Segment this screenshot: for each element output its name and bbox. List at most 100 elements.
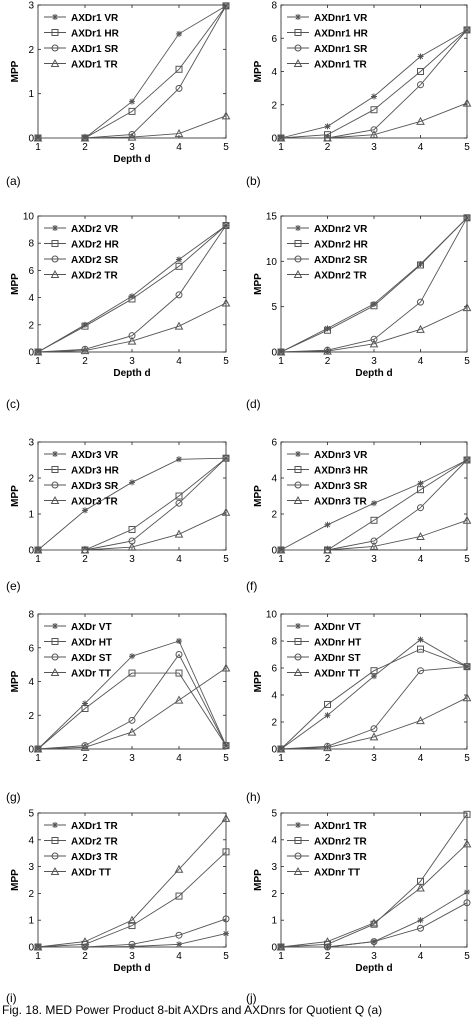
figure-caption: Fig. 18. MED Power Product 8-bit AXDrs a… <box>2 1003 383 1017</box>
x-tick-label: 5 <box>223 142 229 153</box>
panel-label: (i) <box>6 991 17 1005</box>
series-line <box>280 843 468 948</box>
legend: AXDnr3 VR AXDnr3 HR AXDnr3 SR AXDnr3 TR <box>287 450 369 507</box>
data-point <box>324 325 331 332</box>
data-point <box>417 645 424 653</box>
series-line <box>37 672 227 750</box>
y-axis-label: MPP <box>253 485 264 507</box>
data-point <box>223 930 229 937</box>
legend-marker <box>293 866 303 875</box>
data-point <box>323 937 332 946</box>
plot-frame <box>280 4 468 139</box>
data-point <box>417 480 424 487</box>
series-star <box>278 214 470 355</box>
data-point <box>371 500 377 507</box>
data-point <box>370 537 378 545</box>
legend-marker <box>52 451 58 457</box>
legend-entry: AXDr3 SR <box>71 481 119 492</box>
data-point <box>128 332 136 340</box>
y-tick-label: 0 <box>28 546 34 557</box>
legend-entry: AXDnr1 HR <box>314 28 369 39</box>
legend-marker <box>294 837 302 844</box>
data-point <box>127 915 137 924</box>
series-line <box>38 918 227 948</box>
data-point <box>417 636 424 643</box>
y-tick-label: 2 <box>28 889 34 900</box>
panel-label: (d) <box>246 397 261 411</box>
y-tick-label: 2 <box>271 100 277 111</box>
series-square <box>34 2 230 142</box>
legend-marker <box>294 653 302 661</box>
y-tick-label: 0 <box>28 745 34 756</box>
data-point <box>33 545 43 554</box>
series-line <box>280 29 468 139</box>
legend-marker <box>51 653 59 661</box>
series-square <box>34 669 230 753</box>
y-tick-label: 2 <box>28 711 34 722</box>
legend-entry: AXDr3 VR <box>71 450 119 461</box>
panel-label: (g) <box>6 790 21 804</box>
legend-marker <box>293 495 303 504</box>
series-line <box>280 666 468 750</box>
legend-marker <box>295 822 301 828</box>
series-line <box>37 851 227 948</box>
data-point <box>175 892 183 900</box>
data-point <box>417 486 424 494</box>
data-point <box>464 889 470 896</box>
x-tick-label: 4 <box>176 554 182 565</box>
x-tick-label: 2 <box>82 554 88 565</box>
series-line <box>38 5 227 139</box>
series-line <box>280 697 468 750</box>
y-tick-label: 4 <box>271 474 277 485</box>
x-axis-label: Depth d <box>355 963 392 974</box>
y-tick-label: 4 <box>271 835 277 846</box>
y-tick-label: 2 <box>271 510 277 521</box>
plot-frame <box>280 441 468 551</box>
series-line <box>38 5 227 139</box>
legend-entry: AXDr2 VR <box>71 224 119 235</box>
y-axis-label: MPP <box>10 670 21 692</box>
legend-entry: AXDr1 TR <box>71 59 118 70</box>
series-line <box>280 217 468 353</box>
series-line <box>37 302 227 353</box>
series-triangle <box>33 663 231 753</box>
panel-label: (f) <box>246 579 257 593</box>
y-axis-label: MPP <box>253 869 264 891</box>
data-point <box>417 504 424 512</box>
legend-marker <box>51 240 59 247</box>
x-tick-label: 5 <box>464 554 470 565</box>
legend-entry: AXDr HT <box>71 637 112 648</box>
plot-frame <box>37 4 227 139</box>
y-axis-label: MPP <box>253 670 264 692</box>
data-point <box>175 492 183 500</box>
y-tick-label: 6 <box>271 664 277 675</box>
data-point <box>463 26 471 34</box>
data-point <box>80 346 90 355</box>
data-point <box>128 295 136 303</box>
series-square <box>277 645 471 753</box>
data-point <box>417 261 424 268</box>
data-point <box>462 98 472 107</box>
x-tick-label: 2 <box>82 951 88 962</box>
y-axis-label: MPP <box>10 273 21 295</box>
legend: AXDr1 TR AXDr2 TR AXDr3 TR AXDr TT <box>44 821 118 878</box>
x-tick-label: 4 <box>418 554 424 565</box>
legend: AXDr2 VR AXDr2 HR AXDr2 SR AXDr2 TR <box>44 224 120 281</box>
data-point <box>175 499 183 507</box>
x-tick-label: 3 <box>371 356 377 367</box>
data-point <box>174 529 184 538</box>
x-tick-label: 3 <box>371 554 377 565</box>
data-point <box>80 545 90 554</box>
data-point <box>417 667 424 675</box>
data-point <box>175 262 183 270</box>
y-tick-label: 5 <box>271 302 277 313</box>
data-point <box>222 2 230 10</box>
legend-entry: AXDnr3 TR <box>314 852 368 863</box>
legend-entry: AXDnr ST <box>314 653 361 664</box>
y-tick-label: 4 <box>28 835 34 846</box>
legend-entry: AXDnr2 VR <box>314 224 368 235</box>
data-point <box>176 941 182 948</box>
data-point <box>33 347 43 356</box>
series-triangle <box>33 298 231 356</box>
